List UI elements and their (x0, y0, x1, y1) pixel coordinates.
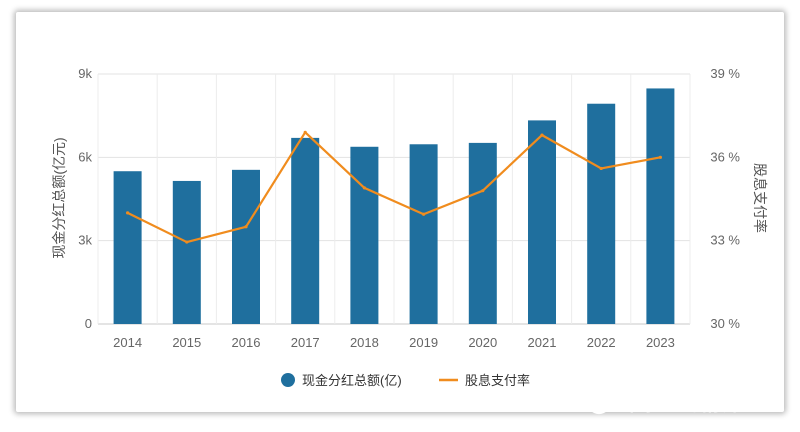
x-axis-ticks: 2014 2015 2016 2017 2018 2019 2020 2021 2022 2023 (113, 335, 675, 350)
x-tick-label: 2014 (113, 335, 142, 350)
line-series (126, 130, 663, 244)
bar-series (113, 88, 675, 324)
legend-line-label: 股息支付率 (465, 373, 530, 388)
x-tick-label: 2022 (587, 335, 616, 350)
line-point-2021 (540, 133, 544, 137)
right-axis-ticks: 30 % 33 % 36 % 39 % (710, 66, 740, 331)
line-point-2015 (185, 240, 189, 244)
left-axis-title: 现金分红总额(亿元) (51, 137, 67, 258)
bar-2017 (291, 137, 320, 324)
bar-2022 (587, 103, 616, 324)
left-tick-label: 0 (85, 316, 92, 331)
right-axis-title: 股息支付率 (752, 163, 768, 233)
watermark-logo-mark (591, 395, 608, 411)
left-tick-label: 3k (78, 233, 92, 248)
right-tick-label: 39 % (710, 66, 740, 81)
x-tick-label: 2019 (409, 335, 438, 350)
left-axis-ticks: 0 3k 6k 9k (78, 66, 92, 331)
x-tick-label: 2017 (291, 335, 320, 350)
bar-2021 (528, 120, 556, 324)
x-tick-label: 2015 (172, 335, 201, 350)
bar-2019 (409, 144, 438, 324)
line-point-2016 (244, 225, 248, 229)
x-tick-label: 2020 (468, 335, 497, 350)
legend-bar-marker (281, 373, 295, 387)
line-point-2018 (362, 186, 366, 190)
x-tick-label: 2021 (528, 335, 557, 350)
grid-lines (97, 73, 691, 325)
x-tick-label: 2018 (350, 335, 379, 350)
right-tick-label: 36 % (710, 149, 740, 164)
line-point-2020 (481, 189, 485, 193)
bar-2018 (350, 146, 379, 324)
legend: 现金分红总额(亿) 股息支付率 (281, 373, 530, 388)
x-tick-label: 2016 (232, 335, 261, 350)
bar-2023 (646, 88, 675, 324)
line-point-2019 (422, 212, 426, 216)
bar-2015 (172, 180, 201, 324)
bar-2016 (232, 169, 260, 324)
right-tick-label: 30 % (710, 316, 740, 331)
left-tick-label: 6k (78, 149, 92, 164)
watermark-logo-icon (586, 389, 612, 415)
line-point-2017 (303, 130, 307, 134)
payout-ratio-line (127, 131, 661, 244)
watermark-text: 雪球：鸡精锦鲤 (616, 391, 763, 415)
line-point-2014 (126, 211, 130, 215)
line-point-2023 (658, 155, 663, 159)
right-tick-label: 33 % (710, 233, 740, 248)
watermark: 雪球：鸡精锦鲤 (586, 389, 763, 415)
left-tick-label: 9k (78, 66, 92, 81)
bar-2020 (468, 142, 497, 324)
bar-2014 (113, 171, 142, 324)
line-point-2022 (599, 166, 603, 171)
x-tick-label: 2023 (646, 335, 675, 350)
legend-bar-label: 现金分红总额(亿) (302, 373, 402, 388)
